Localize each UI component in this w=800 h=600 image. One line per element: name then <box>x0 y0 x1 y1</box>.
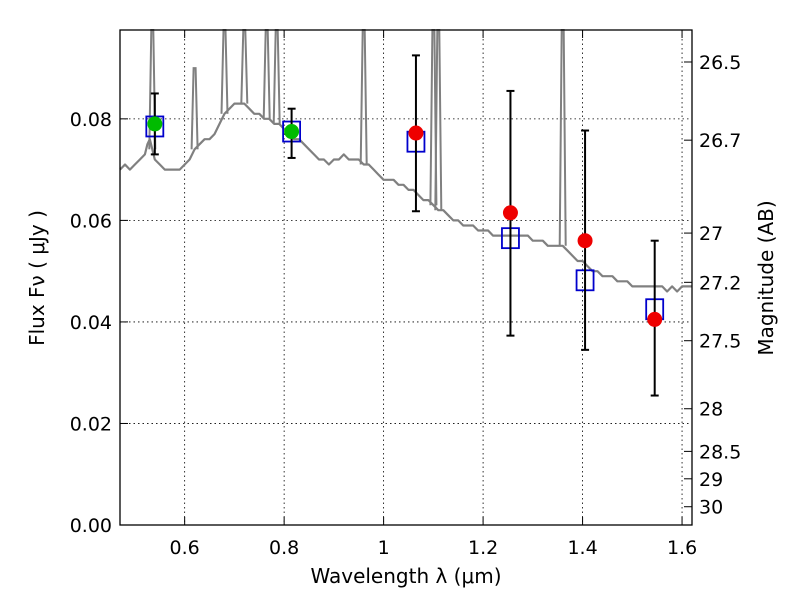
y-tick-label: 0.06 <box>70 210 112 232</box>
right-tick-label: 27.5 <box>699 331 741 353</box>
right-tick-label: 28 <box>699 399 723 421</box>
y-tick-label: 0.00 <box>70 515 112 537</box>
data-point <box>502 205 518 221</box>
x-tick-label: 0.8 <box>269 537 299 559</box>
right-axis-label: Magnitude (AB) <box>754 200 778 355</box>
data-point <box>284 124 300 140</box>
y-tick-label: 0.02 <box>70 413 112 435</box>
spectrum-line <box>119 102 692 293</box>
x-tick-label: 1.6 <box>667 537 697 559</box>
emission-line-spike <box>359 29 368 165</box>
right-tick-label: 27.2 <box>699 272 741 294</box>
emission-line-spike <box>240 29 249 104</box>
emission-line-spike <box>220 29 229 114</box>
right-tick-label: 27 <box>699 223 723 245</box>
emission-line-spike <box>558 29 567 246</box>
x-axis-label: Wavelength λ (μm) <box>310 564 501 588</box>
plot-frame <box>119 29 693 526</box>
x-axis-ticks: 0.6 0.8 1 1.2 1.4 1.6 <box>170 30 697 559</box>
data-point <box>408 125 424 141</box>
data-point <box>647 311 663 327</box>
y-tick-label: 0.04 <box>70 312 112 334</box>
data-point <box>577 233 593 249</box>
y-axis-ticks: 0.00 0.02 0.04 0.06 0.08 <box>70 109 128 537</box>
right-tick-label: 26.7 <box>699 130 741 152</box>
data-point <box>147 116 163 132</box>
right-tick-label: 29 <box>699 469 723 491</box>
x-tick-label: 1.2 <box>468 537 498 559</box>
x-tick-label: 0.6 <box>170 537 200 559</box>
right-tick-label: 28.5 <box>699 441 741 463</box>
right-axis-ticks: 26.5 26.7 27 27.2 27.5 28 28.5 29 30 <box>684 52 741 519</box>
gridlines <box>120 30 692 526</box>
x-tick-label: 1.4 <box>567 537 597 559</box>
emission-line-spike <box>262 29 271 119</box>
y-axis-label: Flux Fν ( μJy ) <box>25 210 49 346</box>
right-tick-label: 26.5 <box>699 52 741 74</box>
x-tick-label: 1 <box>378 537 390 559</box>
emission-line-spike <box>434 29 443 211</box>
y-tick-label: 0.08 <box>70 109 112 131</box>
right-tick-label: 30 <box>699 497 723 519</box>
model-spectrum <box>119 29 692 293</box>
emission-line-spike <box>272 29 281 124</box>
emission-line-spike <box>190 67 199 150</box>
data-markers <box>145 54 665 397</box>
